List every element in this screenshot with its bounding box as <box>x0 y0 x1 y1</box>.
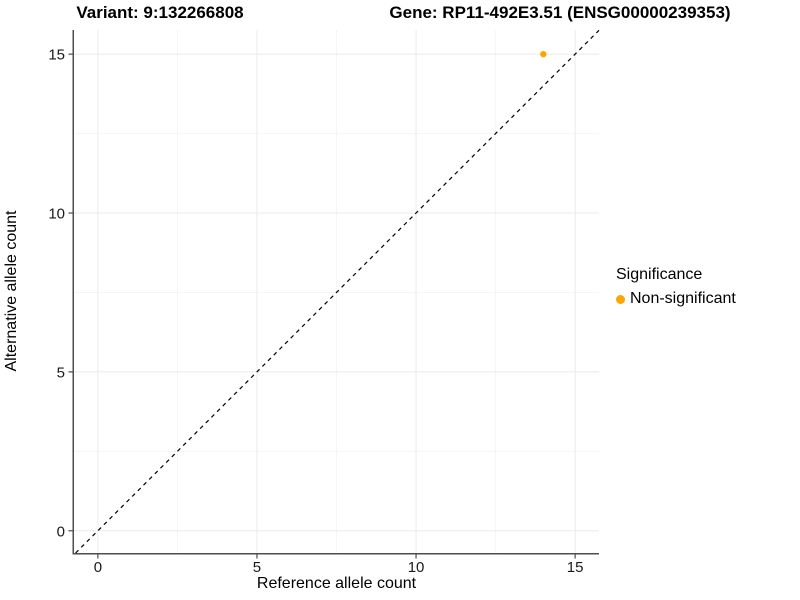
y-tick-label: 10 <box>48 206 65 223</box>
gene-title: Gene: RP11-492E3.51 (ENSG00000239353) <box>389 3 731 22</box>
legend-entry-non-significant: Non-significant <box>616 290 736 308</box>
x-tick-label: 0 <box>94 559 102 576</box>
x-tick-label: 15 <box>567 559 584 576</box>
legend-title: Significance <box>616 266 703 283</box>
x-tick-label: 5 <box>253 559 261 576</box>
x-tick-label: 10 <box>408 559 425 576</box>
identity-line <box>75 29 600 554</box>
x-axis-title: Reference allele count <box>256 575 417 592</box>
legend-point-swatch <box>616 294 625 304</box>
y-tick-label: 0 <box>57 523 65 540</box>
y-tick-label: 15 <box>48 47 65 64</box>
data-point <box>540 50 547 58</box>
variant-title: Variant: 9:132266808 <box>76 3 244 22</box>
legend-entry-label: Non-significant <box>630 290 736 307</box>
y-axis-title: Alternative allele count <box>3 210 20 372</box>
y-tick-label: 5 <box>57 364 65 381</box>
legend: Significance Non-significant <box>616 266 736 308</box>
